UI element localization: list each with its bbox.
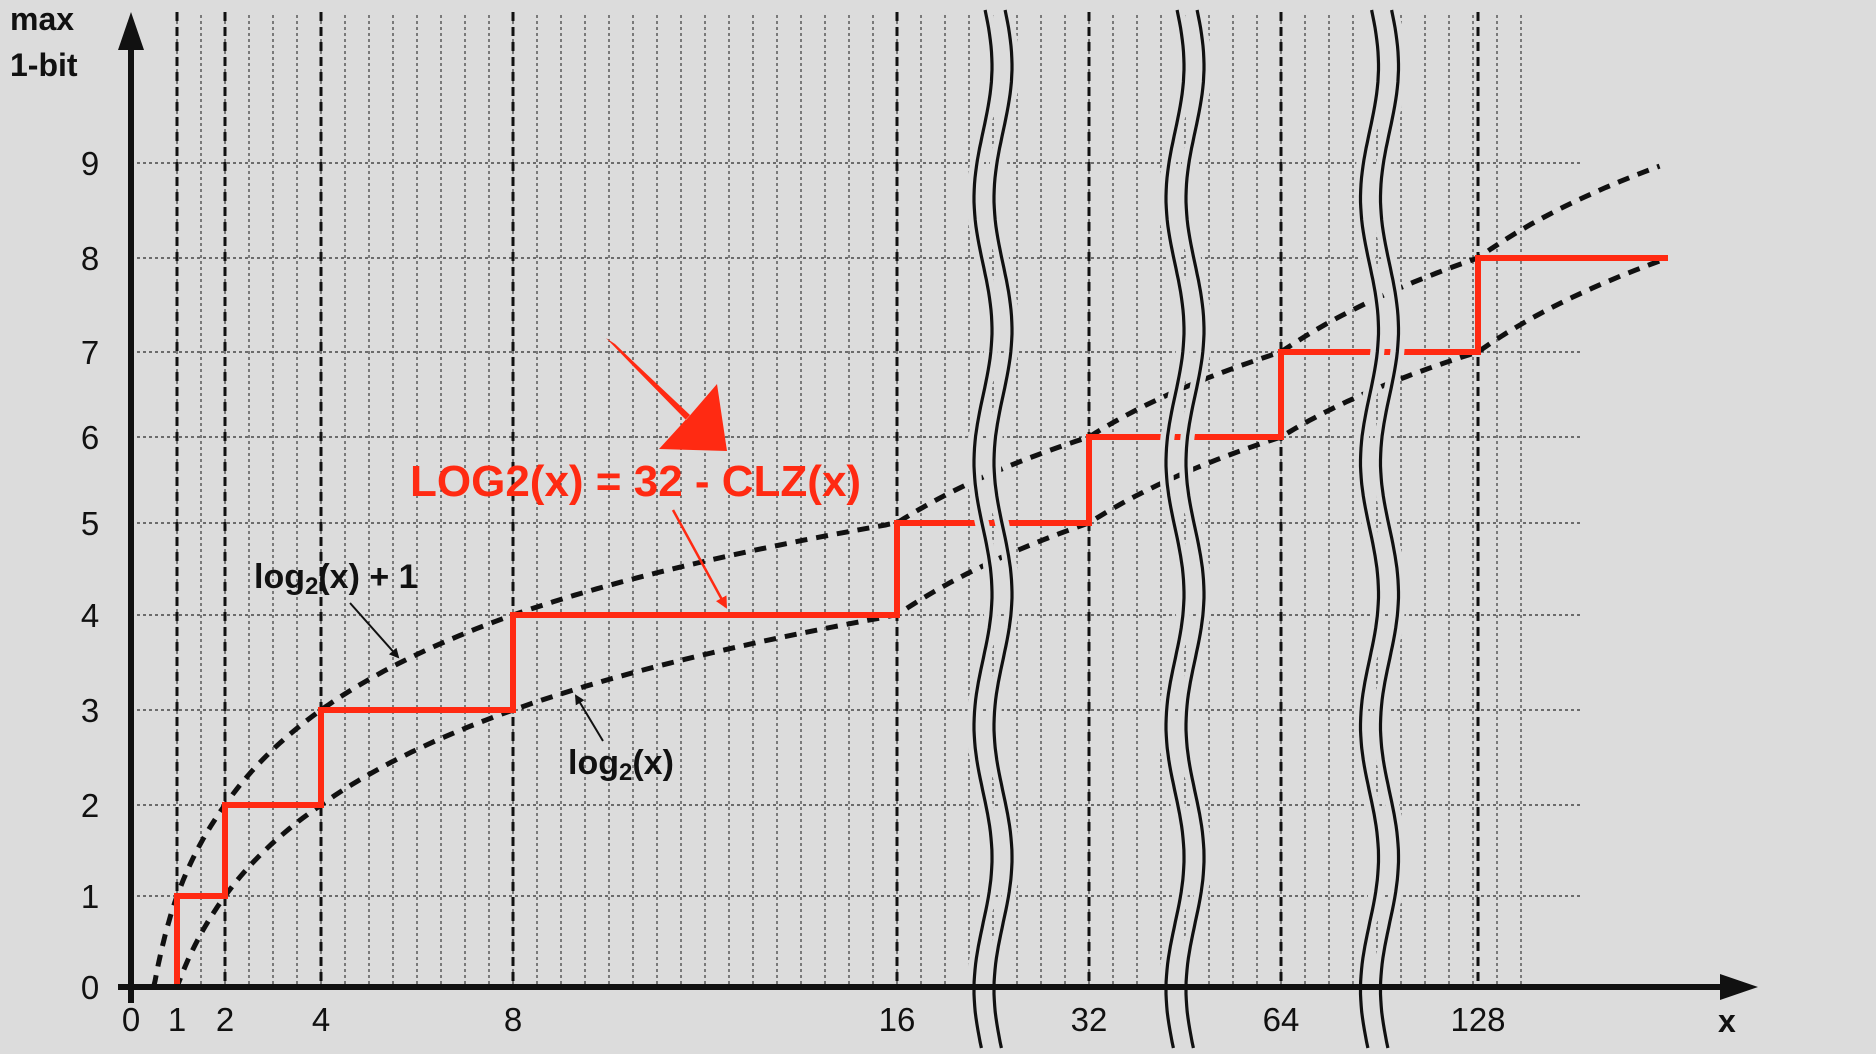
x-tick-label: 0 (122, 1001, 140, 1038)
vertical-gridlines (176, 15, 1522, 987)
y-axis-arrow-icon (118, 12, 144, 50)
annotation-log2x-log: log (568, 744, 619, 782)
formula-label: LOG2(x) = 32 - CLZ(x) (410, 457, 861, 506)
x-tick-label: 8 (504, 1001, 522, 1038)
y-tick-label: 6 (81, 419, 99, 456)
annotation-log2x-plus-1-pointer (349, 602, 400, 659)
y-axis-title-line1: max (10, 1, 74, 37)
y-tick-label: 9 (81, 145, 99, 182)
annotation-log2x-plus-1: log2(x) + 1 (254, 558, 418, 600)
x-axis-title: x (1718, 1003, 1736, 1039)
y-tick-label: 8 (81, 240, 99, 277)
x-tick-label: 1 (168, 1001, 186, 1038)
annotation-log2x-plus-1-log: log (254, 558, 305, 596)
x-tick-label: 64 (1263, 1001, 1300, 1038)
y-tick-label: 4 (81, 597, 99, 634)
y-tick-label: 1 (81, 878, 99, 915)
x-tick-label: 128 (1450, 1001, 1505, 1038)
y-axis-title-line2: 1-bit (10, 47, 78, 83)
axis-break-line (992, 9, 1014, 1049)
formula-pointer (671, 509, 728, 609)
x-tick-label: 2 (216, 1001, 234, 1038)
annotation-log2x-rest: (x) (632, 744, 674, 782)
annotation-log2x-sub: 2 (619, 759, 632, 786)
x-axis-arrow-icon (1720, 974, 1758, 1000)
y-tick-label: 3 (81, 692, 99, 729)
y-tick-label: 5 (81, 505, 99, 542)
y-tick-label: 7 (81, 334, 99, 371)
curve-log2x-plus-1 (151, 163, 1661, 988)
curve-log2x (174, 258, 1661, 990)
y-tick-label: 2 (81, 787, 99, 824)
axis-break-line (1184, 9, 1206, 1049)
annotation-log2x: log2(x) (568, 744, 674, 786)
big-red-arrow-icon (606, 338, 727, 451)
y-tick-label: 0 (81, 969, 99, 1006)
axis-break-line (1378, 9, 1401, 1049)
annotation-log2x-plus-1-rest: (x) + 1 (318, 558, 417, 596)
annotation-log2x-plus-1-sub: 2 (305, 573, 318, 600)
step-series (131, 255, 1668, 990)
x-tick-label: 4 (312, 1001, 330, 1038)
axes (118, 12, 1758, 1003)
reference-curves (151, 163, 1661, 990)
x-tick-label: 16 (879, 1001, 916, 1038)
axis-break-line (1358, 9, 1381, 1049)
x-tick-label: 32 (1071, 1001, 1108, 1038)
axis-break-line (972, 9, 994, 1049)
step-line (131, 255, 1668, 990)
annotation-log2x-pointer (574, 694, 604, 742)
axis-break-marks (967, 8, 1406, 1050)
axis-break-line (1164, 9, 1186, 1049)
